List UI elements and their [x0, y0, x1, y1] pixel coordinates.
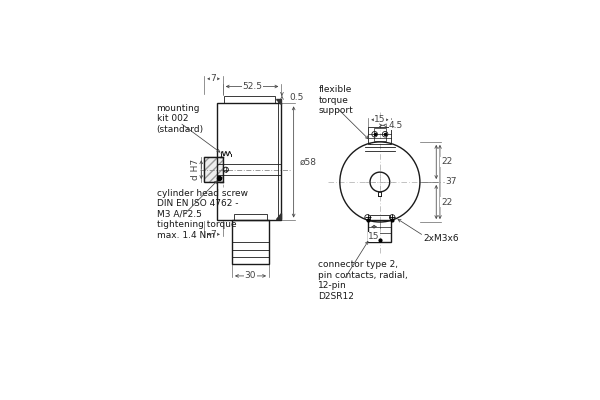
- Text: 15: 15: [374, 115, 386, 124]
- Bar: [379, 192, 381, 196]
- Bar: [224, 96, 275, 104]
- Bar: [370, 215, 390, 220]
- Text: ø58: ø58: [299, 158, 316, 166]
- Text: 30: 30: [245, 272, 256, 280]
- Text: 22: 22: [441, 158, 452, 166]
- Text: 7: 7: [211, 230, 217, 239]
- Text: flexible
torque
support: flexible torque support: [318, 86, 353, 115]
- Bar: [217, 104, 281, 220]
- Text: 37: 37: [445, 178, 457, 186]
- Text: d H7: d H7: [191, 159, 200, 180]
- Text: 52.5: 52.5: [242, 82, 262, 91]
- Text: 7: 7: [211, 74, 217, 83]
- Text: connector type 2,
pin contacts, radial,
12-pin
D2SR12: connector type 2, pin contacts, radial, …: [318, 260, 408, 301]
- Text: 15: 15: [368, 232, 380, 241]
- Bar: [205, 157, 223, 182]
- Polygon shape: [276, 99, 281, 104]
- Polygon shape: [276, 213, 281, 219]
- Bar: [368, 220, 391, 242]
- Text: 4.5: 4.5: [389, 121, 403, 130]
- Bar: [232, 220, 269, 264]
- Bar: [368, 128, 391, 144]
- Text: mounting
kit 002
(standard): mounting kit 002 (standard): [157, 104, 204, 134]
- Text: 22: 22: [441, 198, 452, 206]
- Text: 2xM3x6: 2xM3x6: [423, 234, 458, 244]
- Bar: [374, 128, 386, 141]
- Text: 0.5: 0.5: [290, 93, 304, 102]
- Text: cylinder head screw
DIN EN ISO 4762 -
M3 A/F2.5
tightening torque
max. 1.4 Nm: cylinder head screw DIN EN ISO 4762 - M3…: [157, 189, 248, 240]
- Bar: [233, 214, 268, 220]
